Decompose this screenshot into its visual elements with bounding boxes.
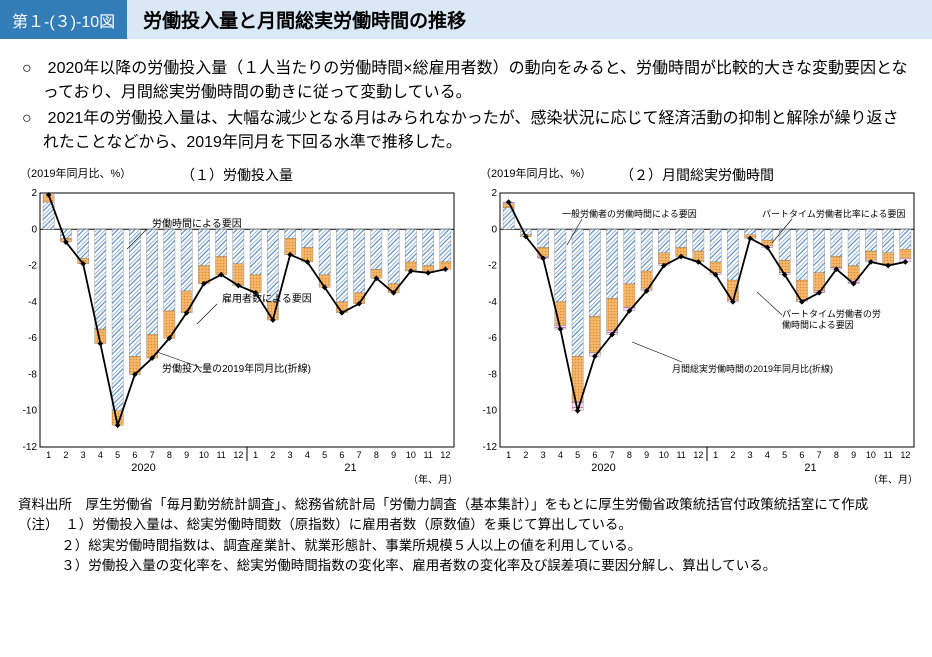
svg-text:12: 12 (693, 450, 703, 460)
svg-text:12: 12 (900, 450, 910, 460)
svg-text:4: 4 (558, 450, 563, 460)
svg-text:働時間による要因: 働時間による要因 (782, 319, 854, 330)
footer-notes: 資料出所 厚生労働省「毎月勤労統計調査」、総務省統計局「労働力調査（基本集計）」… (0, 487, 932, 584)
svg-text:8: 8 (167, 450, 172, 460)
svg-text:21: 21 (804, 462, 816, 474)
summary-bullets: ○ 2020年以降の労働投入量（１人当たりの労働時間×総雇用者数）の動向をみると… (0, 47, 932, 165)
svg-text:1: 1 (506, 450, 511, 460)
svg-text:8: 8 (834, 450, 839, 460)
svg-text:7: 7 (817, 450, 822, 460)
svg-text:一般労働者の労働時間による要因: 一般労働者の労働時間による要因 (562, 208, 697, 219)
svg-text:4: 4 (98, 450, 103, 460)
figure-header: 第１-(３)-10図 労働投入量と月間総実労働時間の推移 (0, 0, 932, 39)
svg-text:-4: -4 (28, 297, 37, 308)
note-1: （注） １）労働投入量は、総実労働時間数（原指数）に雇用者数（原数値）を乗じて算… (18, 515, 914, 535)
svg-text:6: 6 (132, 450, 137, 460)
svg-text:パートタイム労働者比率による要因: パートタイム労働者比率による要因 (762, 208, 906, 219)
chart1-svg: -12-10-8-6-4-202123456789101112123456789… (12, 187, 462, 487)
svg-text:2: 2 (523, 450, 528, 460)
svg-text:5: 5 (575, 450, 580, 460)
svg-text:8: 8 (627, 450, 632, 460)
svg-text:11: 11 (676, 450, 685, 460)
svg-text:12: 12 (440, 450, 450, 460)
svg-text:-12: -12 (23, 442, 38, 453)
svg-text:-4: -4 (488, 297, 497, 308)
svg-text:-10: -10 (23, 406, 38, 417)
svg-text:6: 6 (592, 450, 597, 460)
note-2: ２）総実労働時間指数は、調査産業計、就業形態計、事業所規模５人以上の値を利用して… (18, 536, 914, 556)
svg-text:10: 10 (866, 450, 876, 460)
svg-text:6: 6 (339, 450, 344, 460)
svg-text:10: 10 (659, 450, 669, 460)
svg-text:11: 11 (883, 450, 892, 460)
svg-text:0: 0 (31, 224, 37, 235)
svg-text:（年、月）: （年、月） (868, 473, 918, 486)
svg-text:3: 3 (541, 450, 546, 460)
svg-text:1: 1 (46, 450, 51, 460)
svg-text:2020: 2020 (131, 462, 155, 474)
note-3: ３）労働投入量の変化率を、総実労働時間指数の変化率、雇用者数の変化率及び誤差項に… (18, 556, 914, 576)
svg-text:-10: -10 (483, 406, 498, 417)
svg-text:9: 9 (851, 450, 856, 460)
svg-text:雇用者数による要因: 雇用者数による要因 (222, 292, 312, 305)
svg-text:12: 12 (233, 450, 243, 460)
svg-text:5: 5 (115, 450, 120, 460)
chart-1: （2019年同月比、%） （１）労働投入量 -12-10-8-6-4-20212… (12, 165, 462, 487)
svg-text:（年、月）: （年、月） (408, 473, 458, 486)
svg-text:11: 11 (216, 450, 225, 460)
figure-title: 労働投入量と月間総実労働時間の推移 (127, 0, 932, 39)
svg-text:労働投入量の2019年同月比(折線): 労働投入量の2019年同月比(折線) (162, 362, 311, 375)
svg-text:労働時間による要因: 労働時間による要因 (152, 217, 242, 230)
svg-text:パートタイム労働者の労: パートタイム労働者の労 (782, 308, 881, 319)
chart-2: （2019年同月比、%） （２）月間総実労働時間 -12-10-8-6-4-20… (472, 165, 922, 487)
svg-text:2: 2 (63, 450, 68, 460)
svg-text:9: 9 (391, 450, 396, 460)
svg-text:3: 3 (288, 450, 293, 460)
svg-text:3: 3 (81, 450, 86, 460)
figure-number: 第１-(３)-10図 (0, 0, 127, 39)
bullet-2: ○ 2021年の労働投入量は、大幅な減少となる月はみられなかったが、感染状況に応… (22, 107, 910, 155)
svg-text:3: 3 (748, 450, 753, 460)
svg-text:10: 10 (406, 450, 416, 460)
svg-text:4: 4 (765, 450, 770, 460)
svg-text:1: 1 (713, 450, 718, 460)
svg-text:-8: -8 (28, 369, 37, 380)
bullet-1: ○ 2020年以降の労働投入量（１人当たりの労働時間×総雇用者数）の動向をみると… (22, 57, 910, 105)
charts-row: （2019年同月比、%） （１）労働投入量 -12-10-8-6-4-20212… (0, 165, 932, 487)
svg-text:2020: 2020 (591, 462, 615, 474)
svg-text:4: 4 (305, 450, 310, 460)
svg-text:8: 8 (374, 450, 379, 460)
svg-text:-12: -12 (483, 442, 498, 453)
svg-text:-6: -6 (28, 333, 37, 344)
svg-text:0: 0 (491, 224, 497, 235)
svg-text:5: 5 (782, 450, 787, 460)
svg-text:2: 2 (730, 450, 735, 460)
svg-text:1: 1 (253, 450, 258, 460)
svg-text:-6: -6 (488, 333, 497, 344)
svg-text:-2: -2 (488, 261, 497, 272)
svg-text:2: 2 (491, 188, 497, 199)
svg-text:月間総実労働時間の2019年同月比(折線): 月間総実労働時間の2019年同月比(折線) (672, 363, 833, 374)
svg-text:9: 9 (644, 450, 649, 460)
svg-text:7: 7 (150, 450, 155, 460)
chart2-svg: -12-10-8-6-4-202123456789101112123456789… (472, 187, 922, 487)
svg-text:6: 6 (799, 450, 804, 460)
svg-text:9: 9 (184, 450, 189, 460)
svg-text:-2: -2 (28, 261, 37, 272)
svg-text:-8: -8 (488, 369, 497, 380)
svg-text:5: 5 (322, 450, 327, 460)
svg-text:7: 7 (357, 450, 362, 460)
svg-text:21: 21 (344, 462, 356, 474)
svg-text:2: 2 (31, 188, 37, 199)
source-citation: 資料出所 厚生労働省「毎月勤労統計調査」、総務省統計局「労働力調査（基本集計）」… (18, 495, 914, 515)
svg-text:10: 10 (199, 450, 209, 460)
svg-text:7: 7 (610, 450, 615, 460)
svg-text:2: 2 (270, 450, 275, 460)
svg-text:11: 11 (423, 450, 432, 460)
